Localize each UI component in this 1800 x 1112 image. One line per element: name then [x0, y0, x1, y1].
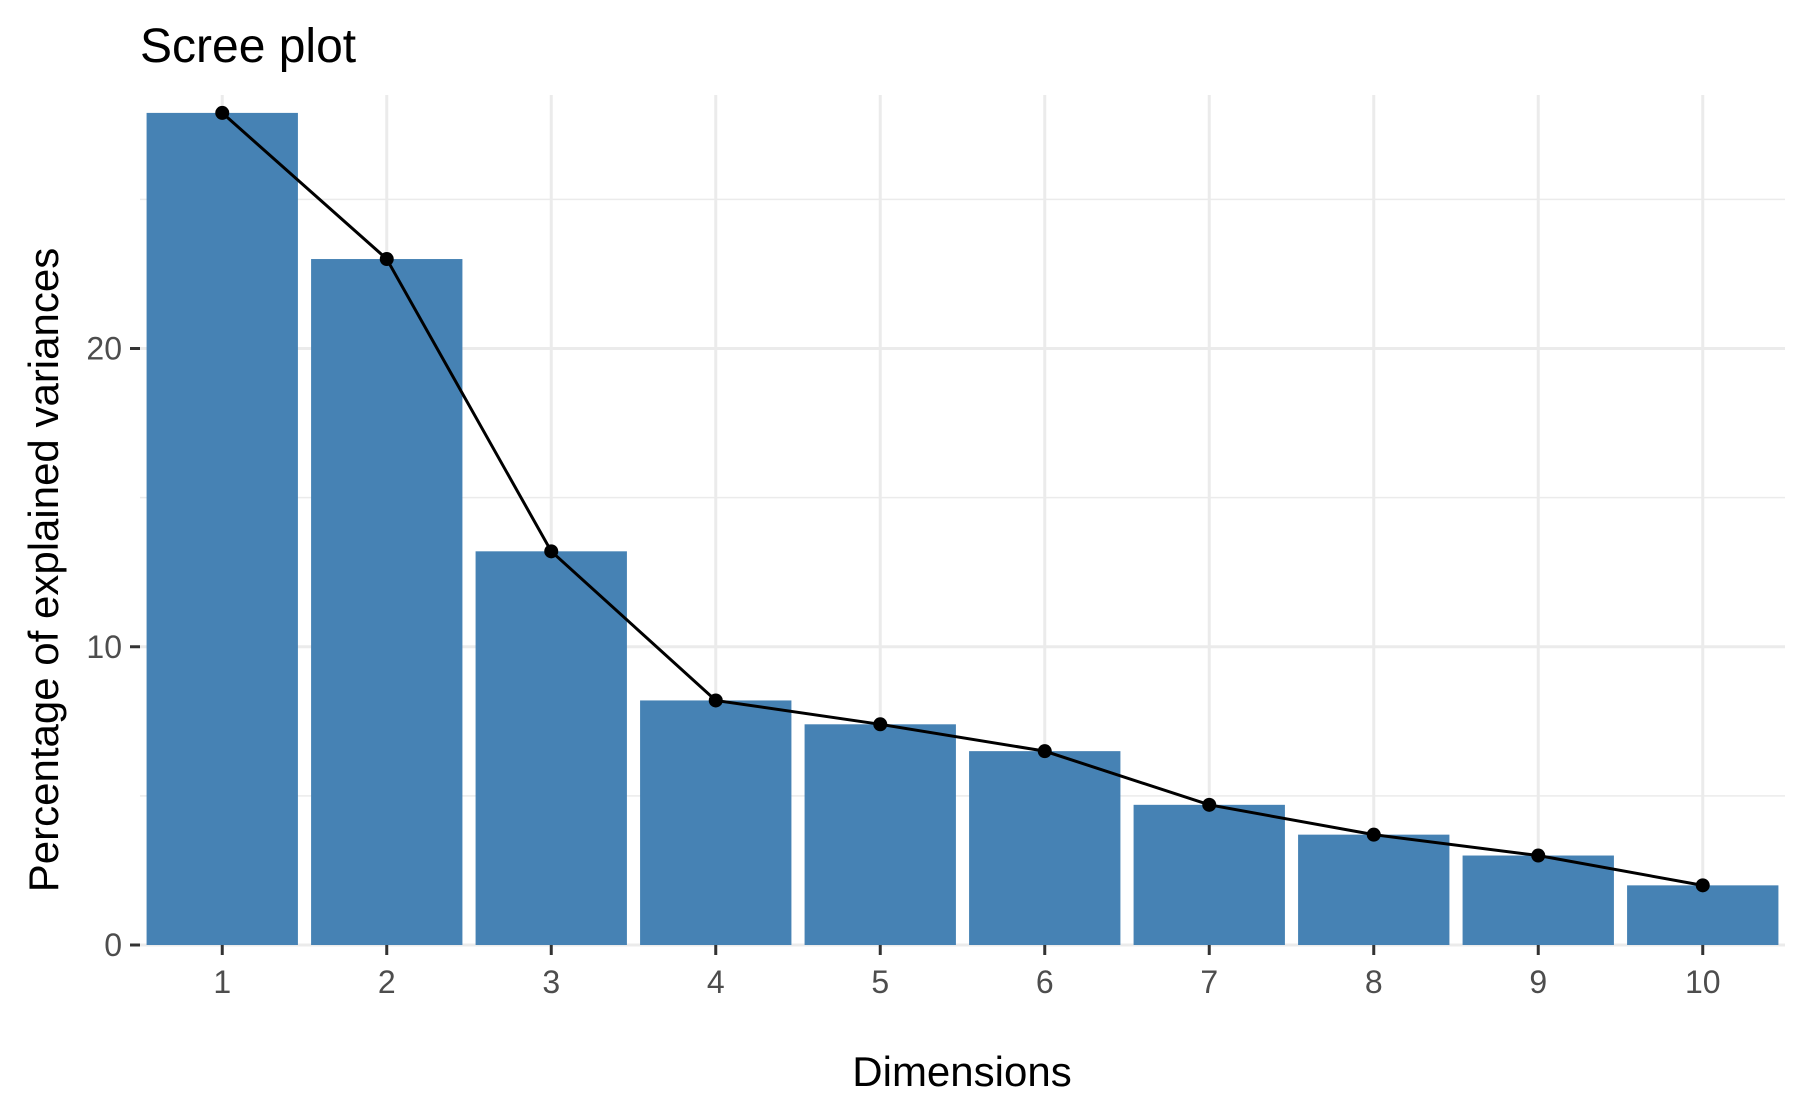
y-tick-label: 10 — [86, 629, 122, 665]
x-tick-label: 1 — [213, 964, 231, 1000]
axes-group: 0 10 20 1 2 3 4 5 6 7 8 9 10 — [86, 331, 1720, 1000]
x-tick-label: 6 — [1036, 964, 1054, 1000]
bar-dimension-4 — [640, 700, 792, 945]
point-dimension-4 — [708, 693, 723, 708]
y-axis-title: Percentage of explained variances — [20, 248, 67, 892]
bars-group — [146, 112, 1779, 946]
x-tick-label: 2 — [378, 964, 396, 1000]
point-dimension-5 — [873, 717, 888, 732]
bar-dimension-3 — [475, 551, 627, 945]
bar-dimension-7 — [1133, 804, 1285, 945]
trend-line — [221, 111, 1704, 887]
bar-dimension-10 — [1627, 885, 1779, 945]
point-dimension-7 — [1202, 797, 1217, 812]
bar-dimension-2 — [311, 259, 463, 945]
x-tick-label: 5 — [871, 964, 889, 1000]
bar-dimension-1 — [146, 112, 298, 946]
x-axis-title: Dimensions — [852, 1048, 1071, 1095]
x-tick-label: 7 — [1200, 964, 1218, 1000]
point-dimension-8 — [1366, 827, 1381, 842]
point-dimension-6 — [1037, 744, 1052, 759]
x-tick-label: 8 — [1365, 964, 1383, 1000]
x-tick-label: 10 — [1685, 964, 1721, 1000]
y-tick-label: 0 — [104, 927, 122, 963]
bar-dimension-9 — [1462, 855, 1614, 945]
point-dimension-10 — [1695, 878, 1710, 893]
point-dimension-3 — [544, 544, 559, 559]
bar-dimension-6 — [969, 751, 1121, 945]
trend-line-group — [215, 105, 1710, 893]
x-tick-label: 9 — [1529, 964, 1547, 1000]
x-tick-label: 4 — [707, 964, 725, 1000]
y-tick-label: 20 — [86, 331, 122, 367]
chart-title: Scree plot — [140, 20, 356, 73]
point-dimension-2 — [379, 252, 394, 267]
bar-dimension-8 — [1298, 834, 1450, 945]
bar-dimension-5 — [804, 724, 956, 945]
point-dimension-9 — [1531, 848, 1546, 863]
x-tick-label: 3 — [542, 964, 560, 1000]
point-dimension-1 — [215, 105, 230, 120]
